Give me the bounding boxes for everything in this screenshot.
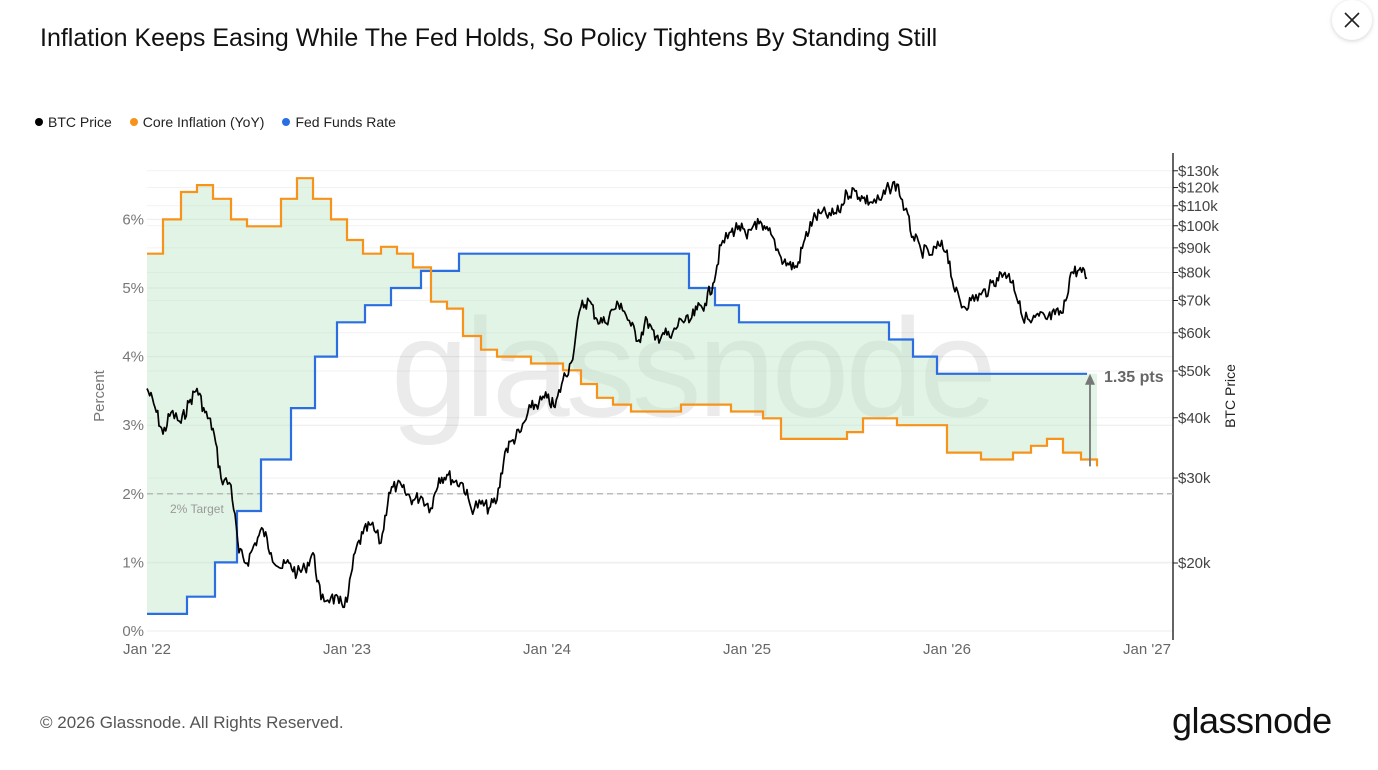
y-right-axis-title: BTC Price	[1222, 364, 1238, 428]
legend-label-fed-funds: Fed Funds Rate	[295, 114, 396, 130]
close-icon	[1344, 12, 1360, 28]
real-rate-gap-area	[147, 178, 1097, 614]
y-right-tick-label: $70k	[1178, 292, 1211, 309]
x-tick-label: Jan '26	[923, 641, 971, 658]
target-label: 2% Target	[170, 502, 224, 516]
y-right-tick-label: $30k	[1178, 470, 1211, 487]
x-tick-label: Jan '27	[1123, 641, 1171, 658]
x-tick-label: Jan '23	[323, 641, 371, 658]
legend-marker-btc	[35, 118, 43, 126]
chart-title: Inflation Keeps Easing While The Fed Hol…	[40, 24, 938, 52]
y-right-tick-label: $60k	[1178, 325, 1211, 342]
y-right-tick-label: $130k	[1178, 163, 1219, 180]
series-fed-funds-rate	[147, 252, 1087, 615]
y-left-tick-label: 6%	[122, 211, 144, 228]
y-right-tick-label: $90k	[1178, 240, 1211, 257]
y-right-tick-label: $80k	[1178, 265, 1211, 282]
y-right-tick-label: $40k	[1178, 410, 1211, 427]
close-button[interactable]	[1332, 0, 1372, 40]
y-right-tick-label: $110k	[1178, 198, 1218, 215]
series-btc-price	[146, 180, 1088, 609]
legend-marker-fed-funds	[282, 118, 291, 126]
legend-item-core-inflation[interactable]: Core Inflation (YoY)	[129, 114, 265, 130]
series-core-inflation	[147, 177, 1099, 467]
x-tick-label: Jan '22	[123, 641, 171, 658]
gap-arrow-head	[1085, 373, 1095, 385]
copyright-text: © 2026 Glassnode. All Rights Reserved.	[40, 713, 344, 732]
glassnode-logo: glassnode	[1172, 700, 1332, 741]
y-right-tick-label: $20k	[1178, 555, 1211, 572]
y-left-tick-label: 3%	[122, 417, 144, 434]
y-right-tick-label: $100k	[1178, 218, 1219, 235]
legend-item-btc-price[interactable]: BTC Price	[35, 114, 112, 130]
x-tick-label: Jan '25	[723, 641, 771, 658]
legend-marker-core-inflation	[129, 118, 138, 126]
x-tick-label: Jan '24	[523, 641, 571, 658]
y-left-tick-label: 2%	[122, 486, 144, 503]
gap-annotation-label: 1.35 pts	[1104, 369, 1164, 386]
y-left-tick-label: 0%	[122, 623, 144, 640]
y-left-tick-label: 1%	[122, 554, 144, 571]
chart-legend: BTC Price Core Inflation (YoY) Fed Funds…	[35, 114, 396, 130]
y-right-tick-label: $120k	[1178, 180, 1219, 197]
legend-item-fed-funds-rate[interactable]: Fed Funds Rate	[282, 114, 396, 130]
legend-label-btc: BTC Price	[48, 114, 112, 130]
legend-label-core-inflation: Core Inflation (YoY)	[142, 114, 265, 130]
y-left-axis-title: Percent	[91, 369, 108, 422]
y-right-tick-label: $50k	[1178, 363, 1211, 380]
y-left-tick-label: 4%	[122, 349, 144, 366]
y-left-tick-label: 5%	[122, 280, 144, 297]
